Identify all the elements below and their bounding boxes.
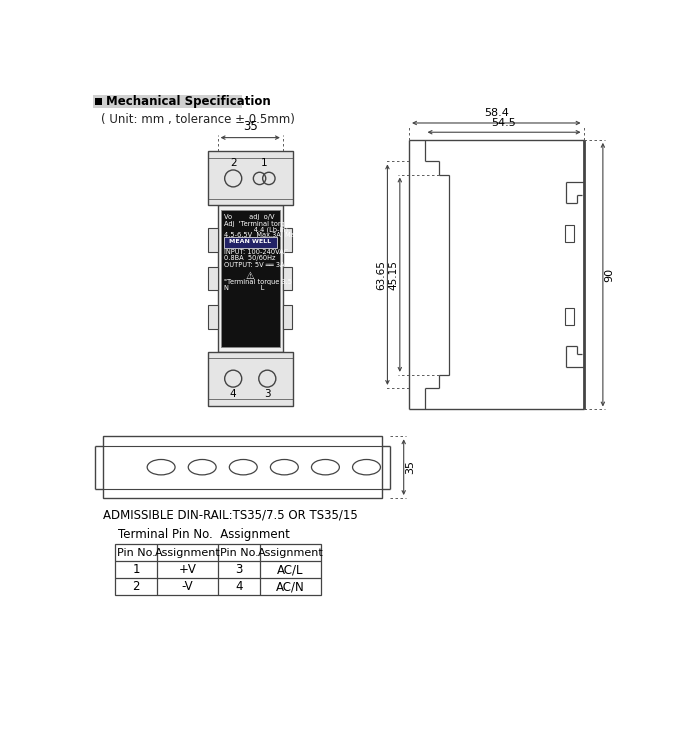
- Text: AC/L: AC/L: [277, 563, 304, 576]
- Text: 2: 2: [230, 157, 237, 168]
- Bar: [95, 97, 102, 105]
- Text: 4: 4: [235, 580, 243, 593]
- Text: Vo        adj  o/V: Vo adj o/V: [224, 214, 274, 220]
- Bar: [103, 437, 382, 498]
- Text: INPUT: 100-240VAC: INPUT: 100-240VAC: [224, 249, 288, 255]
- Text: 35: 35: [243, 120, 258, 133]
- Text: 0.8BA  50/60Hz: 0.8BA 50/60Hz: [224, 255, 275, 261]
- Bar: [220, 210, 280, 347]
- Text: +V: +V: [178, 563, 197, 576]
- Ellipse shape: [270, 459, 298, 475]
- Text: 1: 1: [132, 563, 140, 576]
- Text: 4.5-6.5V  Max.3A  Max.15Watt: 4.5-6.5V Max.3A Max.15Watt: [224, 231, 325, 237]
- Text: "Terminal torque 3.5 (Lb-in)": "Terminal torque 3.5 (Lb-in)": [224, 279, 318, 285]
- Text: Pin No.: Pin No.: [117, 548, 155, 558]
- Text: Mechanical Specification: Mechanical Specification: [106, 95, 271, 109]
- Ellipse shape: [147, 459, 175, 475]
- Text: 3: 3: [264, 389, 271, 399]
- Text: 45.15: 45.15: [389, 260, 398, 290]
- Text: ⚠: ⚠: [246, 271, 255, 281]
- Ellipse shape: [353, 459, 381, 475]
- Bar: [224, 237, 276, 248]
- Text: ADMISSIBLE DIN-RAIL:TS35/7.5 OR TS35/15: ADMISSIBLE DIN-RAIL:TS35/7.5 OR TS35/15: [103, 509, 358, 522]
- Bar: [283, 306, 292, 329]
- Ellipse shape: [230, 459, 257, 475]
- Text: 3: 3: [235, 563, 243, 576]
- Text: Assignment: Assignment: [258, 548, 323, 558]
- Text: OUTPUT: 5V ══ 3A: OUTPUT: 5V ══ 3A: [224, 261, 284, 267]
- Bar: [565, 225, 574, 242]
- Bar: [208, 151, 293, 205]
- Bar: [283, 267, 292, 290]
- Text: ( Unit: mm , tolerance ± 0.5mm): ( Unit: mm , tolerance ± 0.5mm): [102, 113, 295, 126]
- Text: Assignment: Assignment: [155, 548, 220, 558]
- Ellipse shape: [312, 459, 340, 475]
- Text: Adj  'Terminal torque: Adj 'Terminal torque: [224, 221, 293, 227]
- Text: AC/N: AC/N: [276, 580, 305, 593]
- Text: 4: 4: [230, 389, 237, 399]
- Bar: [209, 267, 218, 290]
- Text: 4.4 (Lb-in): 4.4 (Lb-in): [224, 226, 288, 233]
- Bar: [115, 545, 321, 595]
- Text: MEAN WELL: MEAN WELL: [229, 239, 272, 244]
- Bar: [209, 306, 218, 329]
- Text: -V: -V: [182, 580, 193, 593]
- Text: Terminal Pin No.  Assignment: Terminal Pin No. Assignment: [118, 528, 290, 541]
- Bar: [208, 352, 293, 405]
- Text: Pin No.: Pin No.: [220, 548, 258, 558]
- Bar: [218, 205, 283, 352]
- Text: 1: 1: [261, 157, 267, 168]
- Text: 54.5: 54.5: [491, 118, 517, 127]
- Text: 2: 2: [132, 580, 140, 593]
- Bar: [283, 228, 292, 252]
- Ellipse shape: [188, 459, 216, 475]
- Text: 90: 90: [604, 267, 614, 282]
- Text: 58.4: 58.4: [484, 109, 509, 118]
- Text: 35: 35: [405, 460, 415, 474]
- Text: N               L: N L: [224, 285, 265, 291]
- Bar: [93, 95, 242, 109]
- Text: 63.65: 63.65: [376, 260, 386, 290]
- Bar: [209, 228, 218, 252]
- Bar: [565, 308, 574, 325]
